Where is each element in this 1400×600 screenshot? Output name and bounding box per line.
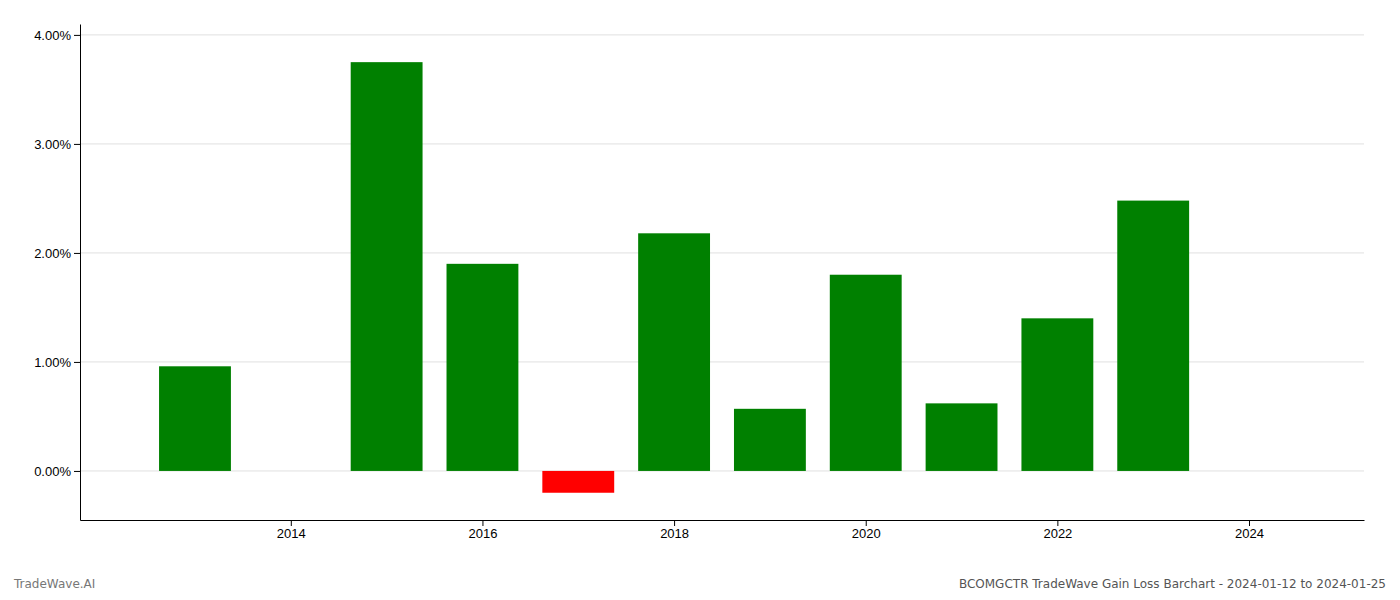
y-tick-mark bbox=[74, 471, 80, 472]
bar bbox=[542, 471, 614, 493]
y-tick-label: 3.00% bbox=[34, 137, 71, 152]
x-tick: 2018 bbox=[660, 520, 689, 541]
grid bbox=[80, 35, 1364, 471]
y-tick-label: 2.00% bbox=[34, 246, 71, 261]
x-tick-label: 2022 bbox=[1043, 526, 1072, 541]
y-tick: 4.00% bbox=[34, 28, 80, 43]
x-tick: 2024 bbox=[1235, 520, 1264, 541]
y-axis: 0.00% 1.00% 2.00% 3.00% 4.00% bbox=[34, 25, 80, 521]
plot: 2014 2016 2018 2020 2022 2024 0.00% 1.00% 2.00% 3… bbox=[34, 25, 1364, 542]
bar bbox=[1117, 201, 1189, 471]
x-tick-mark bbox=[1249, 520, 1250, 526]
chart: 2014 2016 2018 2020 2022 2024 0.00% 1.00% 2.00% 3… bbox=[0, 0, 1400, 600]
x-tick: 2022 bbox=[1043, 520, 1072, 541]
x-tick-label: 2014 bbox=[277, 526, 306, 541]
y-tick-mark bbox=[74, 253, 80, 254]
x-tick-mark bbox=[291, 520, 292, 526]
bar bbox=[159, 366, 231, 471]
grid-line bbox=[80, 34, 1364, 35]
y-tick-mark bbox=[74, 35, 80, 36]
y-axis-line bbox=[80, 25, 81, 521]
x-axis-line bbox=[81, 520, 1365, 521]
x-tick-mark bbox=[1057, 520, 1058, 526]
x-tick-label: 2016 bbox=[468, 526, 497, 541]
y-tick: 2.00% bbox=[34, 246, 80, 261]
bar bbox=[734, 409, 806, 471]
x-tick-label: 2024 bbox=[1235, 526, 1264, 541]
y-tick-mark bbox=[74, 362, 80, 363]
bar bbox=[926, 403, 998, 471]
bar bbox=[447, 264, 519, 471]
title: BCOMGCTR TradeWave Gain Loss Barchart - … bbox=[959, 577, 1386, 591]
bar bbox=[351, 62, 423, 471]
x-tick-mark bbox=[866, 520, 867, 526]
x-tick-mark bbox=[674, 520, 675, 526]
watermark: TradeWave.AI bbox=[13, 577, 95, 591]
y-tick-label: 0.00% bbox=[34, 464, 71, 479]
x-tick: 2016 bbox=[468, 520, 497, 541]
y-tick-label: 1.00% bbox=[34, 355, 71, 370]
x-tick: 2014 bbox=[277, 520, 306, 541]
y-tick: 0.00% bbox=[34, 464, 80, 479]
x-tick-mark bbox=[482, 520, 483, 526]
y-tick-label: 4.00% bbox=[34, 28, 71, 43]
x-tick-label: 2020 bbox=[852, 526, 881, 541]
bars bbox=[159, 62, 1189, 493]
x-tick: 2020 bbox=[852, 520, 881, 541]
bar bbox=[830, 275, 902, 471]
bar bbox=[1021, 318, 1093, 471]
y-tick: 1.00% bbox=[34, 355, 80, 370]
y-tick-mark bbox=[74, 144, 80, 145]
grid-line bbox=[80, 143, 1364, 144]
y-tick: 3.00% bbox=[34, 137, 80, 152]
x-tick-label: 2018 bbox=[660, 526, 689, 541]
x-axis: 2014 2016 2018 2020 2022 2024 bbox=[81, 520, 1365, 541]
bar bbox=[638, 233, 710, 471]
